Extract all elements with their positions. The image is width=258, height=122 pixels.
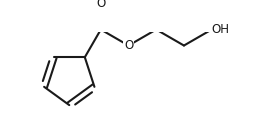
- Text: OH: OH: [212, 23, 230, 36]
- Text: O: O: [96, 0, 106, 10]
- Text: O: O: [124, 39, 133, 52]
